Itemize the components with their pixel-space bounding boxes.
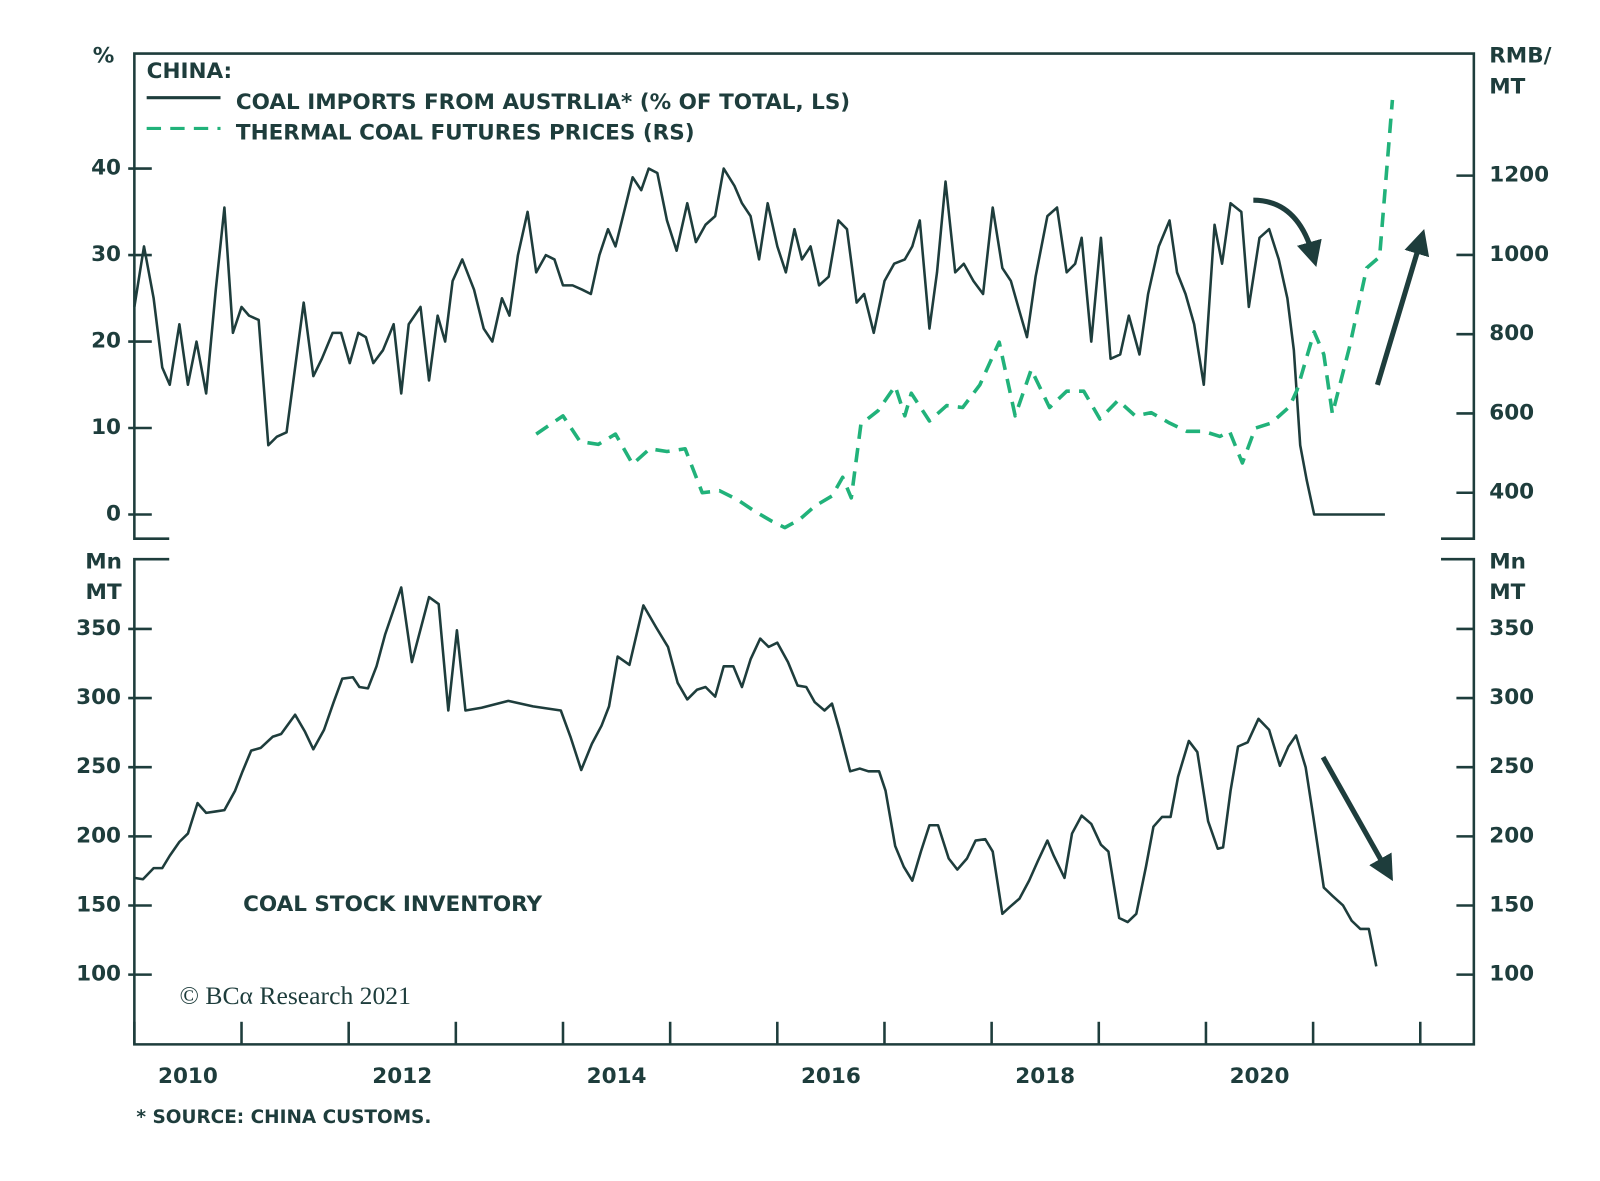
arrow-up [1374,228,1430,386]
y2-tick-label: 1000 [1489,242,1549,267]
y-tick-label: 0 [106,501,121,526]
legend-label: COAL IMPORTS FROM AUSTRLIA* (% OF TOTAL,… [236,90,850,115]
y-tick-label: 200 [76,823,121,848]
y-tick-label: 40 [91,156,121,181]
footnote: * SOURCE: CHINA CUSTOMS. [136,1107,431,1128]
y-tick-label: 20 [91,329,121,354]
y-tick-label: 150 [76,893,121,918]
y2-axis-unit: RMB/ [1489,44,1551,69]
x-tick-label: 2014 [587,1064,647,1089]
series-line [535,99,1395,530]
y2-tick-label: 600 [1489,400,1534,425]
x-tick-label: 2012 [372,1064,432,1089]
arrow-down [1320,755,1393,882]
y2-tick-label: 200 [1489,823,1534,848]
y-tick-label: 10 [91,415,121,440]
x-tick-label: 2018 [1015,1064,1075,1089]
y2-tick-label: 400 [1489,480,1534,505]
y2-axis-unit: MT [1489,74,1525,99]
y2-tick-label: 350 [1489,616,1534,641]
x-tick-label: 2020 [1230,1064,1290,1089]
series-line [134,586,1378,967]
y-axis-unit: % [93,44,115,69]
y-tick-label: 350 [76,616,121,641]
y-axis-unit: MT [86,580,122,605]
y-tick-label: 300 [76,685,121,710]
series-line [133,167,1385,516]
y-tick-label: 30 [91,242,121,267]
y2-tick-label: 150 [1489,893,1534,918]
y2-axis-unit: Mn [1489,549,1526,574]
y2-tick-label: 250 [1489,754,1534,779]
y2-tick-label: 300 [1489,685,1534,710]
y-tick-label: 100 [76,962,121,987]
legend-label: THERMAL COAL FUTURES PRICES (RS) [236,121,695,146]
y2-tick-label: 100 [1489,962,1534,987]
annotation: © BCα Research 2021 [179,981,410,1010]
legend-title: CHINA: [147,59,232,84]
y2-axis-unit: MT [1489,580,1525,605]
y-tick-label: 250 [76,754,121,779]
y2-tick-label: 1200 [1489,163,1549,188]
y2-tick-label: 800 [1489,321,1534,346]
annotation: COAL STOCK INVENTORY [243,892,542,917]
x-tick-label: 2016 [801,1064,861,1089]
bottom-panel-frame [133,557,1476,1046]
y-axis-unit: Mn [85,549,122,574]
arrow-down-curve [1253,197,1322,267]
top-panel-frame [133,52,1476,540]
x-tick-label: 2010 [158,1064,218,1089]
